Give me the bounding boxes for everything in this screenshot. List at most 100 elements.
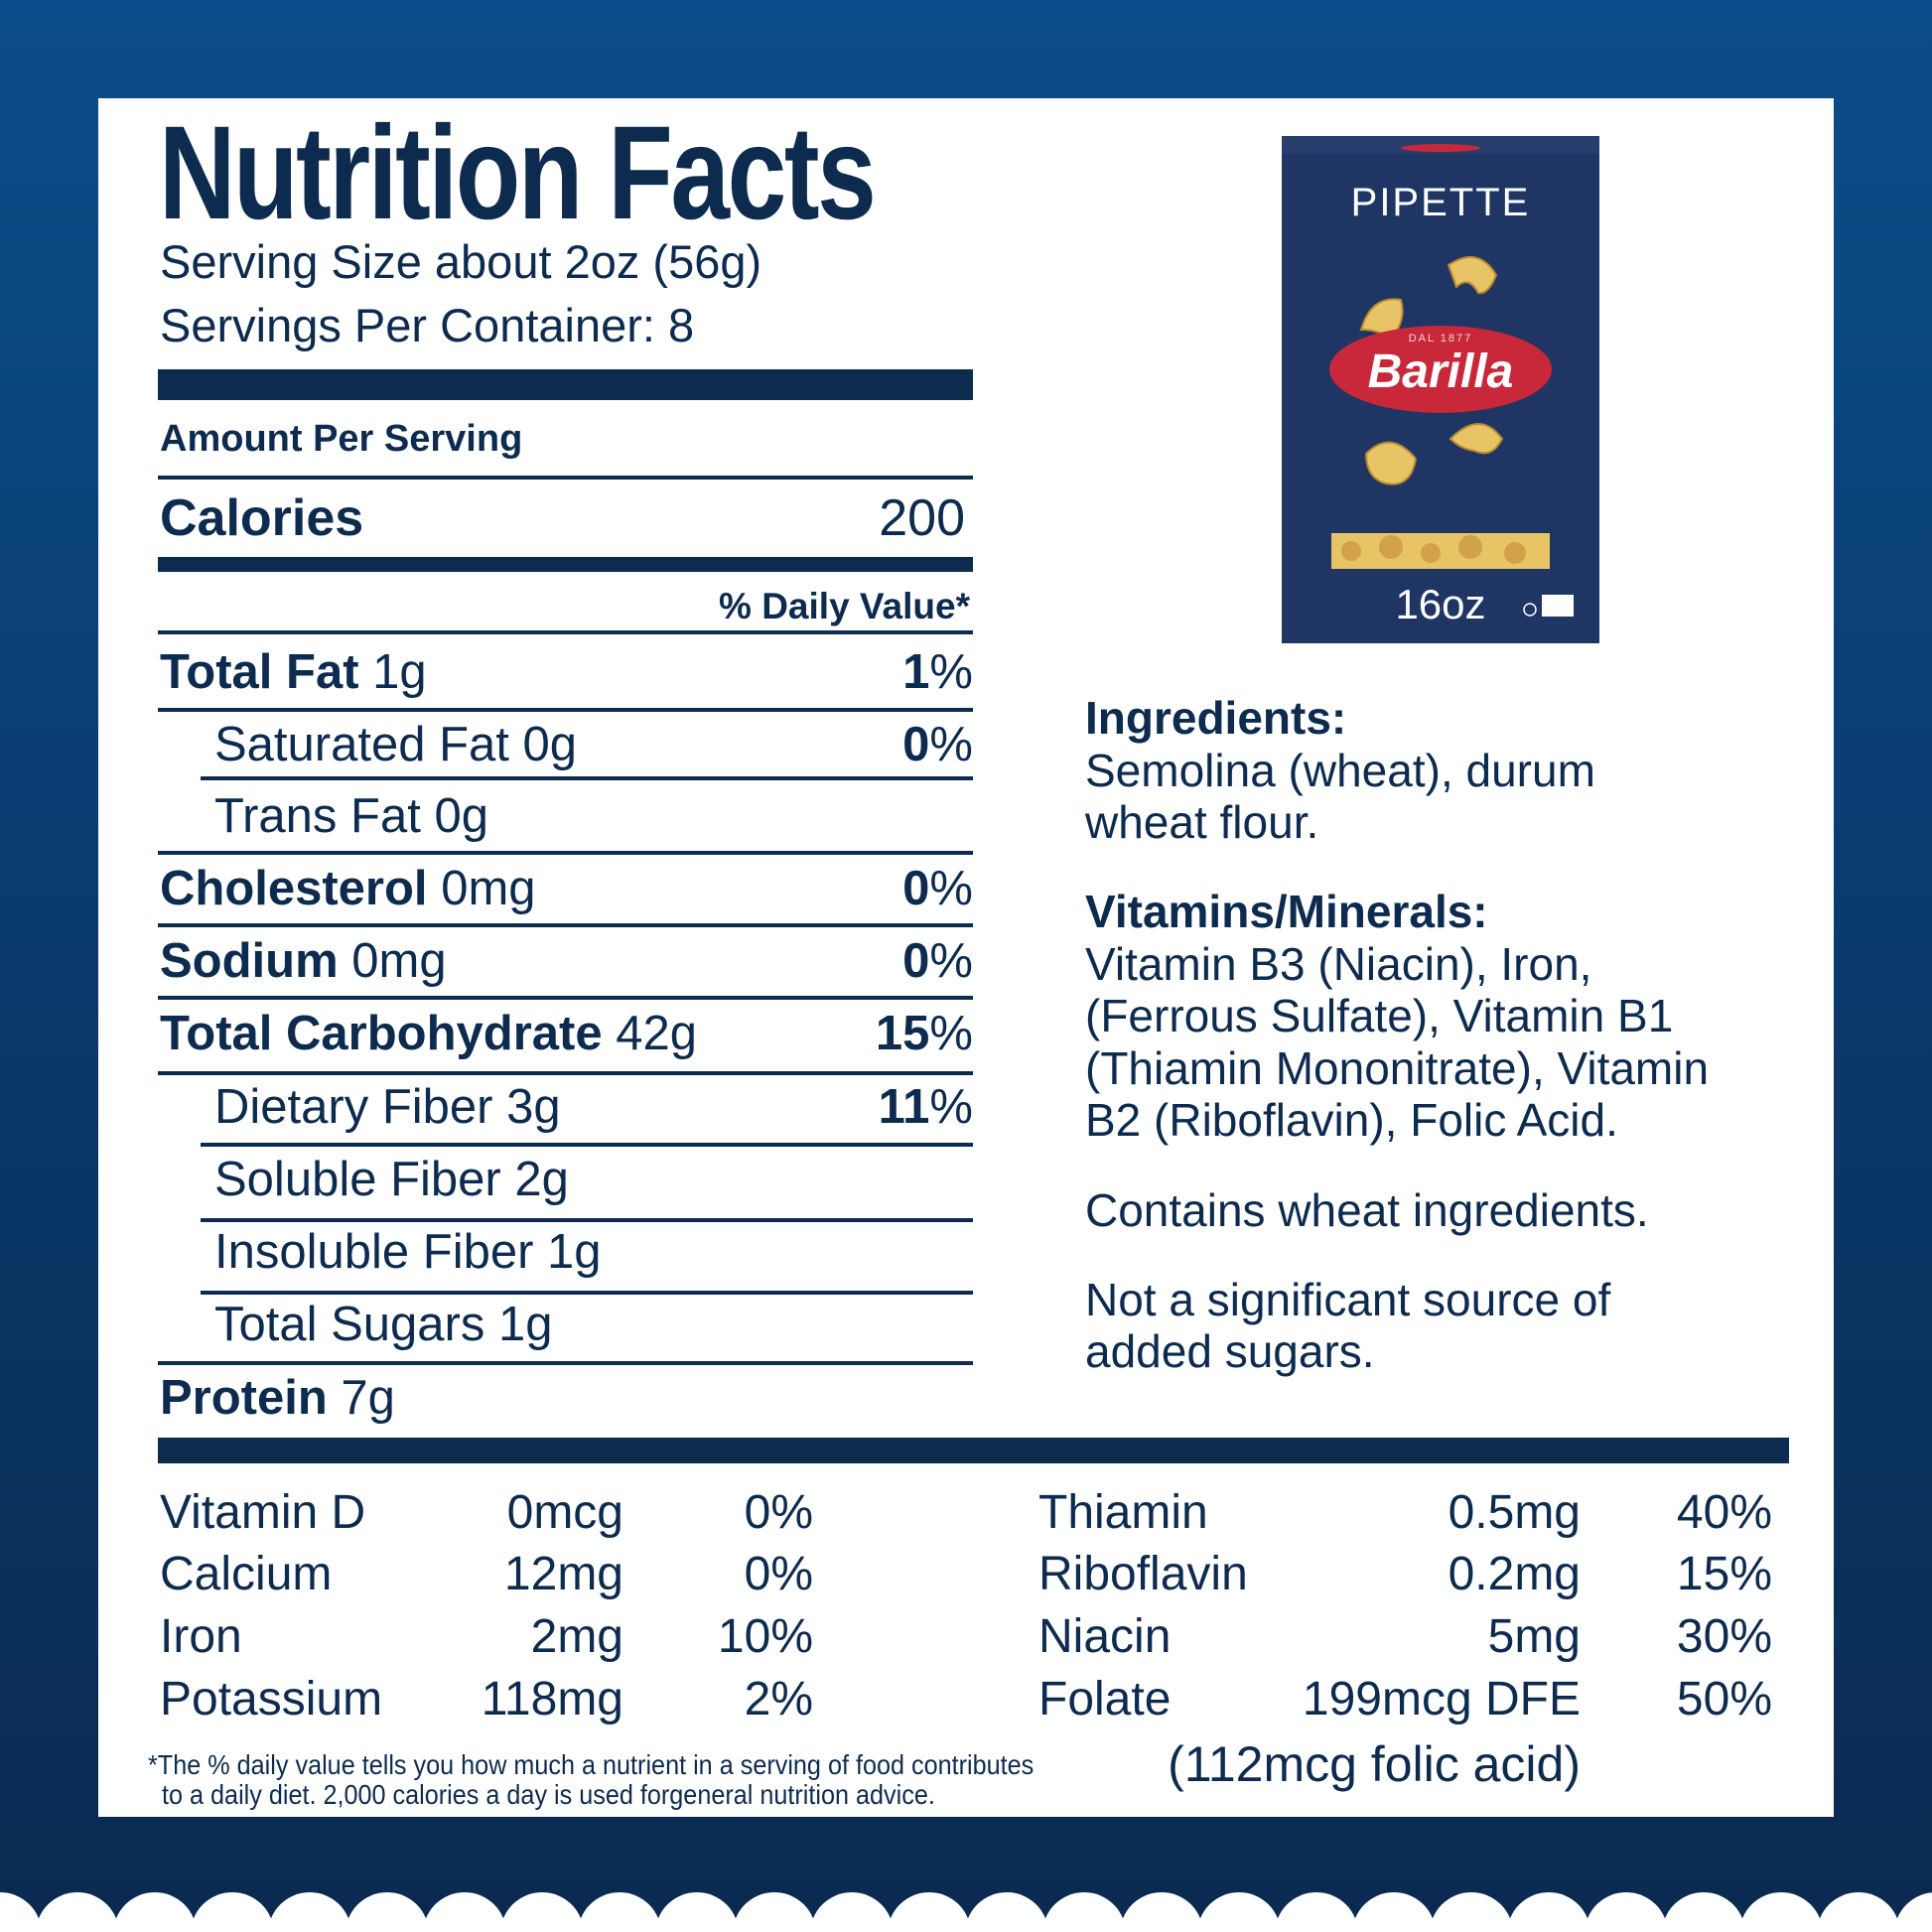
scallop <box>500 1892 584 1932</box>
vitamin-daily-value: 40% <box>1676 1486 1772 1539</box>
vitamins-minerals-line: (Ferrous Sulfate), Vitamin B1 <box>1085 990 1674 1041</box>
vitamin-daily-value: 0% <box>744 1548 813 1600</box>
nutrient-label: Saturated Fat 0g <box>214 718 578 771</box>
svg-text:Barilla: Barilla <box>1368 345 1514 398</box>
scallop <box>888 1892 971 1932</box>
nutrient-label: Total Carbohydrate <box>160 1007 603 1060</box>
vitamin-amount: 0mcg <box>506 1486 623 1539</box>
scalloped-edge <box>0 1892 1932 1932</box>
scallop <box>0 1892 42 1932</box>
scallop <box>1430 1892 1513 1932</box>
nutrient-label: Dietary Fiber 3g <box>214 1080 561 1134</box>
nutrient-label: Insoluble Fiber 1g <box>214 1225 602 1279</box>
nutrient-label: Sodium <box>160 934 339 988</box>
scallop <box>36 1892 119 1932</box>
barilla-logo <box>1329 326 1552 413</box>
page-title: Nutrition Facts <box>159 99 877 247</box>
scallop <box>1120 1892 1203 1932</box>
scallop <box>191 1892 274 1932</box>
vitamin-name: Niacin <box>1038 1610 1172 1663</box>
divider <box>201 1218 973 1222</box>
nutrient-label: Soluble Fiber 2g <box>214 1153 569 1206</box>
scallop <box>1042 1892 1126 1932</box>
vitamin-name: Iron <box>160 1610 242 1663</box>
divider <box>201 1291 973 1295</box>
nutrient-daily-value: 0% <box>902 934 973 988</box>
nutrient-row: Total Fat 1g 1% <box>160 648 973 698</box>
divider <box>158 630 973 634</box>
scallop <box>423 1892 506 1932</box>
scallop <box>1662 1892 1745 1932</box>
ingredients-line: wheat flour. <box>1085 796 1319 848</box>
vitamin-daily-value: 2% <box>744 1673 813 1725</box>
sugars-note: Not a significant source of <box>1085 1274 1611 1325</box>
nutrient-row: Insoluble Fiber 1g <box>214 1228 973 1278</box>
nutrient-daily-value: 15% <box>875 1007 973 1060</box>
vitamins-minerals-line: B2 (Riboflavin), Folic Acid. <box>1085 1094 1618 1146</box>
allergen-statement: Contains wheat ingredients. <box>1085 1184 1649 1236</box>
nutrient-row: Soluble Fiber 2g <box>214 1156 973 1205</box>
divider <box>158 1361 973 1365</box>
nutrient-row: Saturated Fat 0g 0% <box>214 721 973 770</box>
nutrient-label: Protein <box>160 1371 328 1425</box>
nutrient-label: Total Sugars 1g <box>214 1298 553 1351</box>
nutrient-row: Sodium 0mg 0% <box>160 937 973 987</box>
scallop <box>1894 1892 1932 1932</box>
scallop <box>655 1892 739 1932</box>
vitamin-amount: 5mg <box>1487 1610 1581 1663</box>
divider-thick <box>158 369 973 400</box>
pasta-icon <box>1359 256 1504 485</box>
vitamin-name: Vitamin D <box>160 1486 366 1539</box>
divider <box>158 996 973 1000</box>
nutrient-amount: 7g <box>341 1371 395 1425</box>
divider <box>158 851 973 855</box>
scallop <box>733 1892 816 1932</box>
scallop <box>1507 1892 1590 1932</box>
vitamin-daily-value: 50% <box>1676 1673 1772 1725</box>
calories-value: 200 <box>879 489 965 547</box>
nutrient-amount: 1g <box>372 645 427 699</box>
scallop <box>965 1892 1048 1932</box>
vitamin-name: Calcium <box>160 1548 333 1600</box>
scallop <box>1585 1892 1668 1932</box>
calories-row: Calories 200 <box>160 489 973 547</box>
nutrient-amount: 0mg <box>441 862 536 915</box>
nutrient-daily-value: 0% <box>902 718 973 771</box>
divider <box>158 476 973 480</box>
vitamin-name: Thiamin <box>1038 1486 1208 1539</box>
nutrient-daily-value: 1% <box>902 645 973 699</box>
scallop <box>113 1892 197 1932</box>
scallop <box>1739 1892 1823 1932</box>
scallop <box>345 1892 429 1932</box>
vitamin-amount: 118mg <box>481 1673 623 1725</box>
divider <box>158 708 973 712</box>
nutrient-row: Cholesterol 0mg 0% <box>160 865 973 914</box>
divider <box>158 1071 973 1075</box>
nutrient-label: Trans Fat 0g <box>214 789 488 843</box>
divider-thick <box>158 1438 1789 1463</box>
nutrient-amount: 42g <box>616 1007 697 1060</box>
divider <box>201 1143 973 1147</box>
scallop <box>1197 1892 1281 1932</box>
footnote-line-1: *The % daily value tells you how much a … <box>148 1749 1035 1780</box>
scallop <box>810 1892 894 1932</box>
divider-thick <box>158 557 973 572</box>
vitamin-daily-value: 0% <box>744 1486 813 1539</box>
vitamin-daily-value: 30% <box>1676 1610 1772 1663</box>
nutrient-label: Cholesterol <box>160 862 428 915</box>
vitamin-name: Folate <box>1038 1673 1172 1725</box>
folic-acid: (112mcg folic acid) <box>1168 1736 1581 1792</box>
amount-per-serving: Amount Per Serving <box>160 418 523 460</box>
ingredients-line: Semolina (wheat), durum <box>1085 745 1595 796</box>
nutrient-row: Total Sugars 1g <box>214 1301 973 1350</box>
footnote-line-2: to a daily diet. 2,000 calories a day is… <box>162 1779 935 1810</box>
vitamin-amount: 2mg <box>530 1610 623 1663</box>
product-name: PIPETTE <box>1351 181 1531 224</box>
scallop <box>578 1892 661 1932</box>
vitamins-minerals-line: Vitamin B3 (Niacin), Iron, <box>1085 938 1592 990</box>
servings-per-container: Servings Per Container: 8 <box>160 299 695 351</box>
nutrient-row: Total Carbohydrate 42g 15% <box>160 1010 973 1059</box>
scallop <box>1352 1892 1436 1932</box>
product-box-image: PIPETTE DAL 1877 Barilla 16oz <box>1282 136 1599 643</box>
vitamin-amount: 12mg <box>503 1548 623 1600</box>
